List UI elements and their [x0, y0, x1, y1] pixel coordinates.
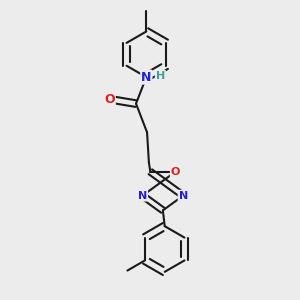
Text: H: H: [156, 71, 165, 81]
Text: N: N: [178, 190, 188, 201]
Text: N: N: [138, 190, 147, 201]
Text: O: O: [104, 93, 115, 106]
Text: O: O: [171, 167, 180, 177]
Text: N: N: [141, 70, 152, 84]
